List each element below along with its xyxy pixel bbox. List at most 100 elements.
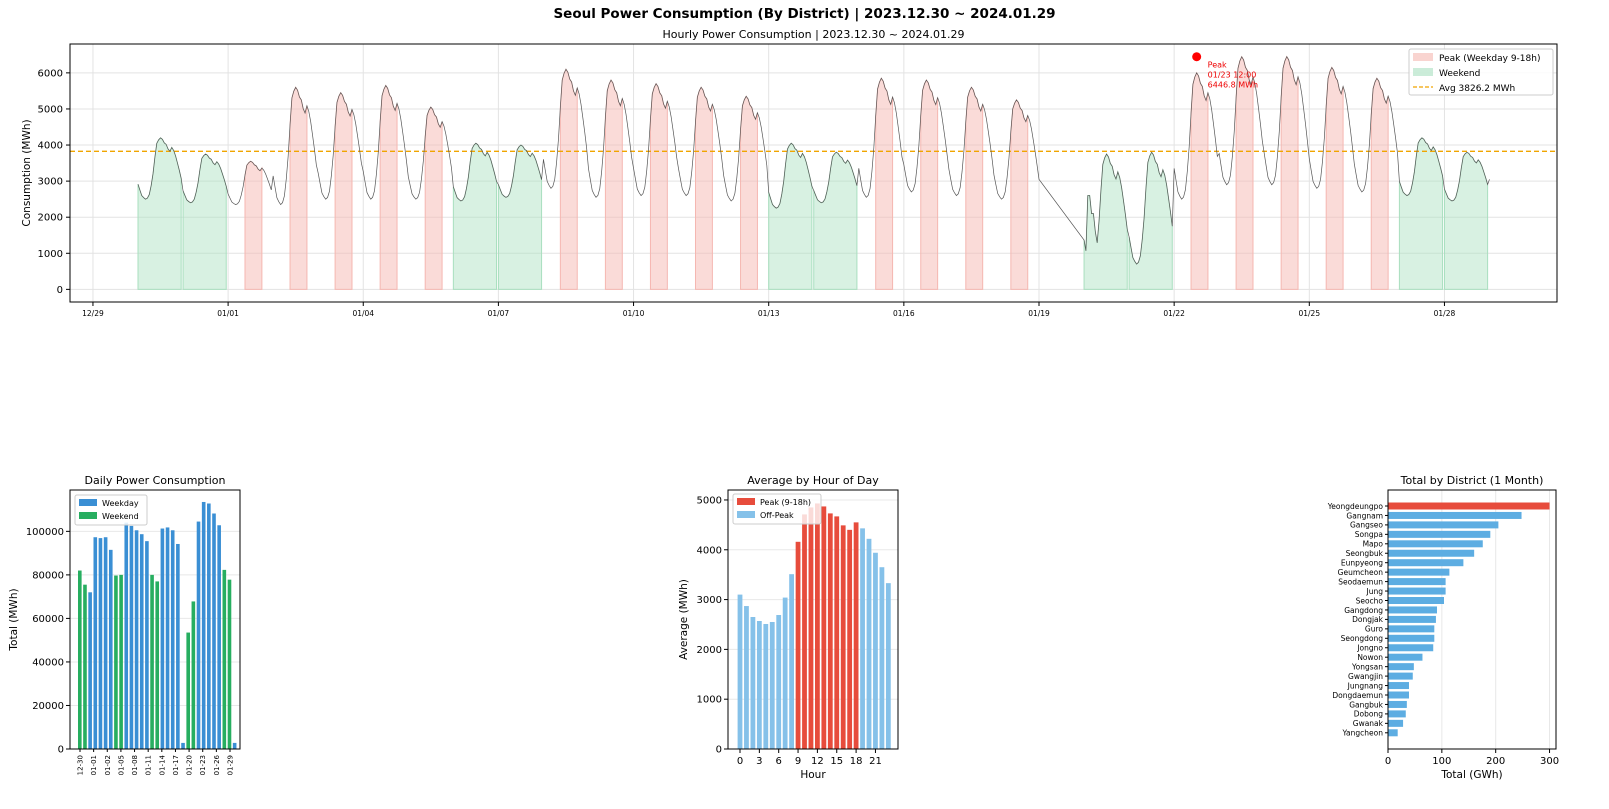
- x-tick-label: 12-30: [77, 755, 85, 775]
- district-bar-Gangdong: [1388, 606, 1437, 614]
- y-tick-label: 4000: [38, 141, 63, 152]
- district-label: Seongbuk: [1346, 549, 1384, 558]
- legend-label-weekend: Weekend: [1439, 69, 1480, 79]
- peak-fill: [424, 106, 443, 290]
- daily-bar-01-19: [181, 742, 185, 749]
- x-tick-label: 01-26: [213, 754, 221, 775]
- daily-bar-01-01: [88, 592, 92, 749]
- y-tick-label: 20000: [32, 701, 64, 712]
- y-tick-label: 0: [716, 745, 722, 756]
- weekend-fill: [497, 144, 543, 290]
- chart-title: Total by District (1 Month): [1400, 474, 1544, 487]
- weekend-fill: [1398, 137, 1444, 290]
- x-tick-label: 01-01: [90, 755, 98, 775]
- district-label: Jung: [1366, 587, 1384, 596]
- daily-bar-01-18: [176, 543, 180, 749]
- peak-annotation-label: Peak: [1208, 61, 1227, 70]
- legend: [1408, 48, 1554, 96]
- district-bar-Jungnang: [1388, 682, 1409, 690]
- district-bar-Songpa: [1388, 530, 1491, 538]
- district-bar-Guro: [1388, 625, 1435, 633]
- weekend-fill: [813, 151, 858, 290]
- peak-fill: [1190, 71, 1209, 290]
- district-bar-Yeongdeungpo: [1388, 502, 1550, 510]
- district-bar-Seocho: [1388, 597, 1444, 604]
- daily-bar-01-23: [201, 501, 206, 749]
- x-tick-label: 01/19: [1028, 309, 1050, 318]
- y-tick-label: 40000: [32, 657, 64, 668]
- x-tick-label: 6: [776, 756, 782, 767]
- hour-bar-22: [879, 567, 885, 749]
- district-bar-Geumcheon: [1388, 568, 1450, 576]
- x-tick-label: 12: [811, 756, 824, 767]
- district-label: Geumcheon: [1338, 568, 1384, 577]
- y-tick-label: 4000: [697, 545, 722, 556]
- daily-bar-12-31: [83, 584, 87, 749]
- chart-title: Daily Power Consumption: [85, 474, 226, 487]
- legend-label-offpeak: Off-Peak: [760, 511, 794, 520]
- district-label: Dobong: [1354, 710, 1383, 719]
- peak-fill: [694, 86, 713, 290]
- peak-fill: [1370, 77, 1389, 290]
- y-tick-label: 3000: [697, 595, 722, 606]
- legend-label-weekday: Weekday: [102, 499, 139, 508]
- daily-bar-01-11: [139, 534, 144, 749]
- daily-bar-01-09: [129, 525, 134, 749]
- plot-frame: [69, 489, 241, 750]
- x-tick-label: 01-20: [186, 755, 194, 775]
- district-bar-Gwangjin: [1388, 672, 1413, 680]
- district-bar-Dongdaemun: [1388, 691, 1409, 699]
- y-tick-label: 80000: [32, 570, 64, 581]
- district-label: Seodaemun: [1338, 577, 1383, 586]
- weekend-fill: [1128, 151, 1173, 290]
- peak-fill: [604, 79, 623, 290]
- daily-bar-01-12: [145, 541, 149, 749]
- district-label: Seongdong: [1341, 634, 1384, 643]
- y-axis-label: Consumption (MWh): [21, 119, 33, 226]
- chart-title: Hourly Power Consumption | 2023.12.30 ~ …: [662, 28, 964, 41]
- plot-frame: [727, 489, 899, 750]
- daily-bar-01-02: [93, 537, 98, 749]
- district-bar-Nowon: [1388, 653, 1423, 661]
- x-tick-label: 01-02: [104, 755, 112, 775]
- hour-bar-17: [847, 529, 853, 749]
- hour-bar-18: [853, 522, 859, 749]
- hour-bar-5: [769, 621, 775, 749]
- x-tick-label: 3: [756, 756, 762, 767]
- x-axis-label: Total (GWh): [1440, 769, 1502, 781]
- peak-fill: [559, 68, 578, 290]
- district-label: Seocho: [1356, 596, 1384, 605]
- legend-label-peak: Peak (Weekday 9-18h): [1439, 54, 1540, 64]
- daily-bar-01-10: [134, 530, 139, 749]
- daily-bar-01-29: [232, 742, 237, 749]
- y-axis-label: Average (MWh): [678, 579, 690, 660]
- chart-title: Average by Hour of Day: [747, 474, 879, 487]
- district-label: Nowon: [1357, 653, 1383, 662]
- x-tick-label: 01/28: [1434, 309, 1456, 318]
- daily-bar-01-27: [222, 569, 227, 749]
- district-label: Gwangjin: [1348, 672, 1383, 681]
- district-bar-Seodaemun: [1388, 578, 1446, 586]
- daily-bar-01-05: [108, 549, 113, 749]
- daily-bar-01-15: [160, 528, 165, 749]
- peak-fill: [1280, 55, 1299, 290]
- x-tick-label: 01/01: [217, 309, 239, 318]
- district-label: Gangseo: [1350, 521, 1383, 530]
- peak-fill: [379, 84, 398, 290]
- legend-swatch-peak: [1413, 53, 1433, 61]
- y-tick-label: 5000: [38, 104, 63, 115]
- x-axis-label: Hour: [800, 769, 826, 781]
- x-tick-label: 01/22: [1163, 309, 1185, 318]
- x-tick-label: 01-14: [158, 754, 166, 775]
- x-tick-label: 01/25: [1298, 309, 1320, 318]
- district-bar-Gangbuk: [1388, 700, 1407, 708]
- y-tick-label: 1000: [38, 249, 63, 260]
- district-bar-Jung: [1388, 587, 1446, 595]
- legend-swatch-weekend: [79, 512, 97, 519]
- weekend-fill: [768, 142, 813, 290]
- x-tick-label: 01/07: [488, 309, 510, 318]
- district-bar-Eunpyeong: [1388, 559, 1464, 567]
- hour-bar-16: [840, 525, 846, 749]
- x-tick-label: 100: [1432, 756, 1451, 767]
